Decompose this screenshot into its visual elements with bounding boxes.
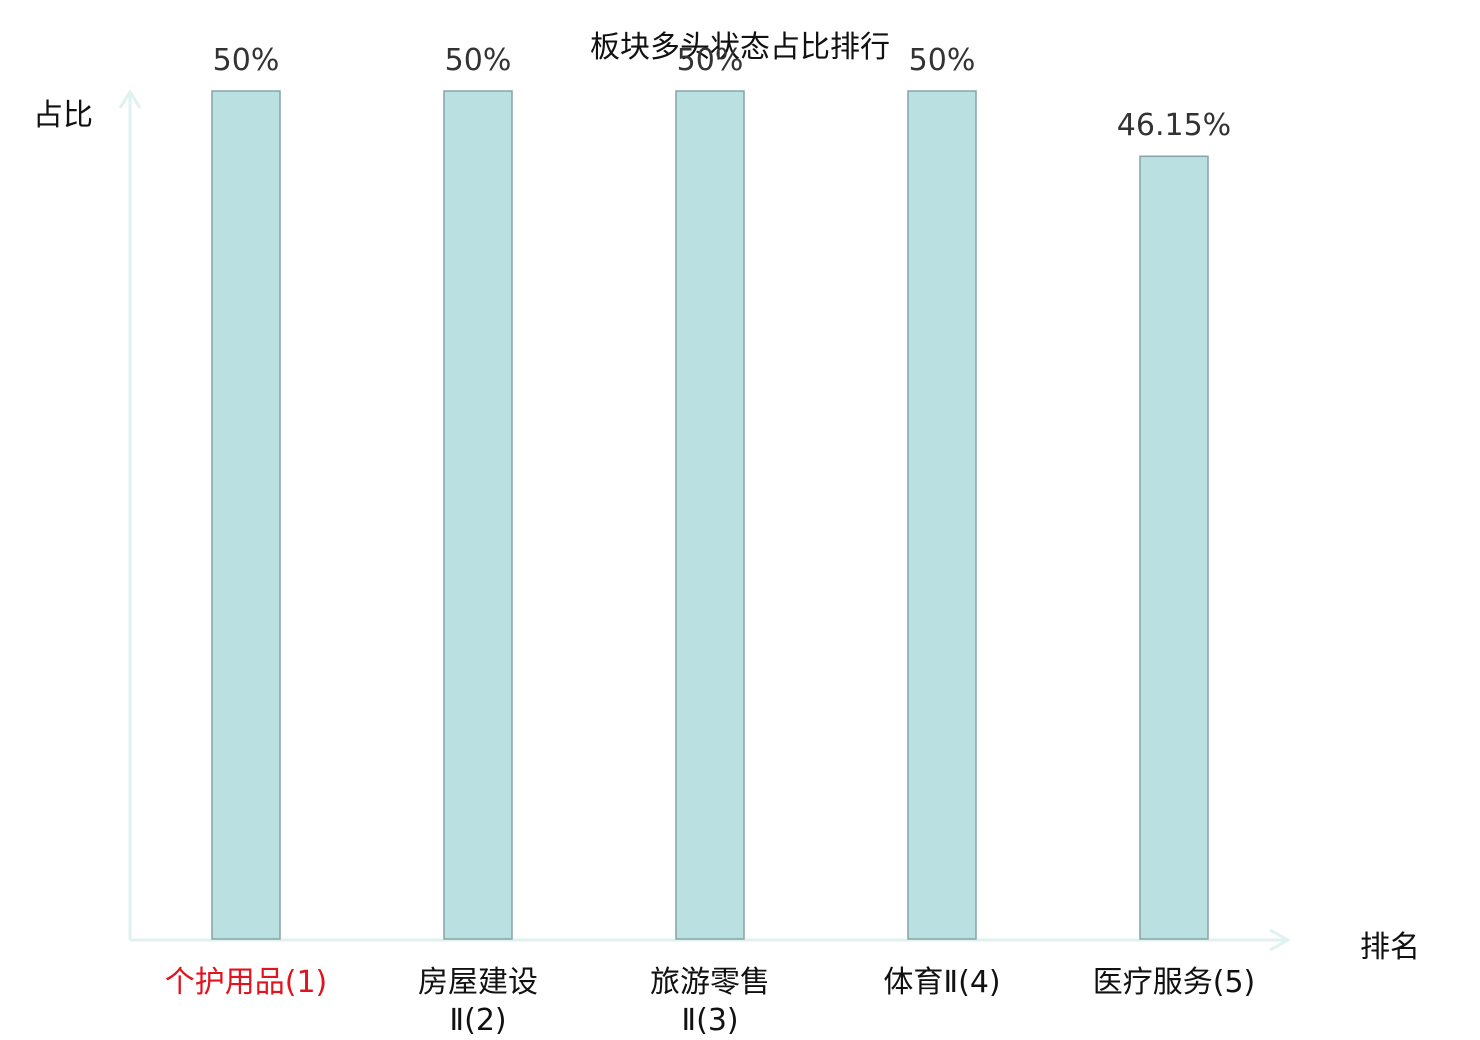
category-label-1: 个护用品(1) (130, 964, 362, 1002)
axes (118, 89, 1292, 952)
category-label-4: 体育Ⅱ(4) (826, 964, 1058, 1002)
category-label-2: 房屋建设 Ⅱ(2) (362, 964, 594, 1040)
chart-title: 板块多头状态占比排行 (590, 30, 890, 65)
value-label-5: 46.15% (1116, 108, 1232, 144)
bar-3 (675, 90, 745, 940)
x-axis-arrow-icon (1269, 928, 1292, 952)
x-axis-label: 排名 (1360, 930, 1420, 965)
category-label-5: 医疗服务(5) (1058, 964, 1290, 1002)
category-label-line: 房屋建设 (418, 965, 538, 1000)
y-axis-arrow-icon (118, 89, 142, 109)
bar-2 (443, 90, 513, 940)
category-label-line: 医疗服务(5) (1092, 965, 1256, 1000)
category-label-line: 旅游零售 (650, 965, 770, 1000)
bar-4 (907, 90, 977, 940)
category-label-line: Ⅱ(2) (449, 1003, 507, 1038)
bars-group (211, 90, 1209, 940)
value-label-2: 50% (444, 43, 512, 78)
category-label-line: Ⅱ(3) (681, 1003, 739, 1038)
value-label-1: 50% (212, 43, 280, 78)
category-label-3: 旅游零售 Ⅱ(3) (594, 964, 826, 1040)
value-label-3: 50% (676, 43, 744, 78)
bar-5 (1139, 155, 1209, 940)
category-label-line: 体育Ⅱ(4) (883, 965, 1001, 1000)
bar-1 (211, 90, 281, 940)
category-label-line: 个护用品(1) (164, 965, 328, 1000)
value-label-4: 50% (908, 43, 976, 78)
y-axis-label: 占比 (33, 98, 93, 133)
